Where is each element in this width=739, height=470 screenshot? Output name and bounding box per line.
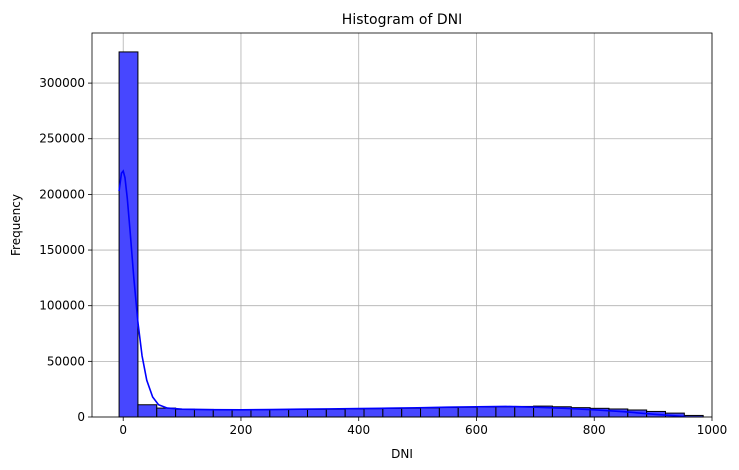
histogram-bar-16 bbox=[420, 407, 440, 418]
x-tick-label-0: 0 bbox=[119, 423, 127, 437]
histogram-bar-15 bbox=[401, 407, 422, 418]
histogram-bar-18 bbox=[457, 406, 478, 418]
histogram-bar-19 bbox=[476, 406, 497, 418]
y-tick-label-3: 150000 bbox=[39, 243, 85, 257]
kde-curve bbox=[118, 169, 686, 418]
y-tick-label-5: 250000 bbox=[39, 132, 85, 146]
histogram-bar-11 bbox=[325, 408, 346, 418]
x-tick-label-3: 600 bbox=[465, 423, 488, 437]
histogram-bar-6 bbox=[231, 409, 252, 418]
y-tick-label-6: 300000 bbox=[39, 76, 85, 90]
x-tick-label-2: 400 bbox=[347, 423, 370, 437]
histogram-bar-3 bbox=[175, 408, 195, 418]
histogram-bar-7 bbox=[250, 409, 271, 418]
y-tick-label-2: 100000 bbox=[39, 299, 85, 313]
histogram-bar-12 bbox=[344, 408, 365, 418]
x-tick-label-5: 1000 bbox=[697, 423, 728, 437]
histogram-bar-21 bbox=[514, 405, 535, 418]
histogram-bar-4 bbox=[193, 408, 214, 418]
histogram-bar-17 bbox=[438, 407, 459, 418]
x-ticks: 0 200 400 600 800 1000 bbox=[119, 417, 727, 437]
y-tick-label-4: 200000 bbox=[39, 187, 85, 201]
histogram-bar-13 bbox=[363, 408, 384, 418]
histogram-bar-20 bbox=[495, 406, 516, 418]
y-tick-label-0: 0 bbox=[77, 410, 85, 424]
histogram-bar-1 bbox=[137, 404, 158, 418]
y-axis-label: Frequency bbox=[9, 194, 23, 256]
chart-title: Histogram of DNI bbox=[342, 12, 462, 28]
plot-frame bbox=[91, 32, 713, 418]
y-ticks: 0 50000 100000 150000 200000 250000 300000 bbox=[39, 76, 92, 424]
x-axis-label: DNI bbox=[391, 447, 413, 461]
grid bbox=[92, 33, 713, 418]
y-tick-label-1: 50000 bbox=[47, 354, 85, 368]
histogram-bar-0 bbox=[118, 51, 139, 418]
histogram-bar-2 bbox=[156, 407, 177, 418]
histogram-bar-8 bbox=[269, 409, 290, 418]
histogram-bar-9 bbox=[288, 408, 308, 418]
bars bbox=[118, 51, 704, 418]
histogram-bar-14 bbox=[382, 407, 403, 418]
histogram-bar-5 bbox=[212, 409, 233, 418]
x-tick-label-4: 800 bbox=[583, 423, 606, 437]
histogram-bar-10 bbox=[306, 408, 327, 418]
x-tick-label-1: 200 bbox=[230, 423, 253, 437]
kde-layer bbox=[118, 169, 686, 418]
